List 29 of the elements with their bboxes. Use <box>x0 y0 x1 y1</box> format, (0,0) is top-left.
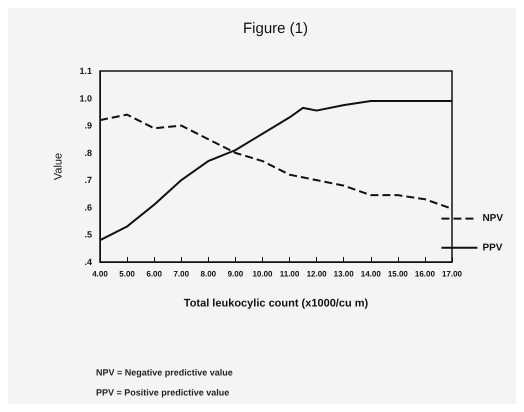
text: NPV = Negative predictive value <box>96 368 233 378</box>
y-tick-label: .9 <box>84 120 92 131</box>
x-tick-label: 10.00 <box>252 270 274 278</box>
legend-label: PPV <box>482 242 503 254</box>
x-tick-label: 14.00 <box>360 270 382 278</box>
y-tick-label: 1.1 <box>79 66 92 76</box>
y-tick-label: .4 <box>84 257 92 267</box>
x-tick-label: 7.00 <box>173 270 190 278</box>
y-axis-title: Value <box>52 152 64 180</box>
x-tick-label: 6.00 <box>146 270 162 278</box>
y-tick-label: .5 <box>84 230 92 240</box>
x-tick-label: 16.00 <box>414 270 436 278</box>
x-tick-label: 5.00 <box>119 270 136 278</box>
y-tick-label: .7 <box>84 175 92 186</box>
x-tick-label: 11.00 <box>280 270 300 278</box>
x-tick-label: 9.00 <box>228 270 244 278</box>
x-axis-title: Total leukocylic count (x1000/cu m) <box>184 298 369 310</box>
x-tick-label: 17.00 <box>442 270 463 278</box>
chart-title: Figure (1) <box>243 20 308 37</box>
text: PPV = Positive predictive value <box>96 388 230 398</box>
legend-label: NPV <box>482 213 504 224</box>
y-tick-label: .6 <box>84 202 92 212</box>
x-tick-label: 12.00 <box>306 270 328 278</box>
x-tick-label: 13.00 <box>334 270 354 278</box>
x-tick-label: 8.00 <box>200 270 217 278</box>
x-tick-label: 4.00 <box>92 270 108 278</box>
y-tick-label: .8 <box>84 148 92 158</box>
x-tick-label: 15.00 <box>388 270 408 278</box>
y-tick-label: 1.0 <box>79 93 92 104</box>
